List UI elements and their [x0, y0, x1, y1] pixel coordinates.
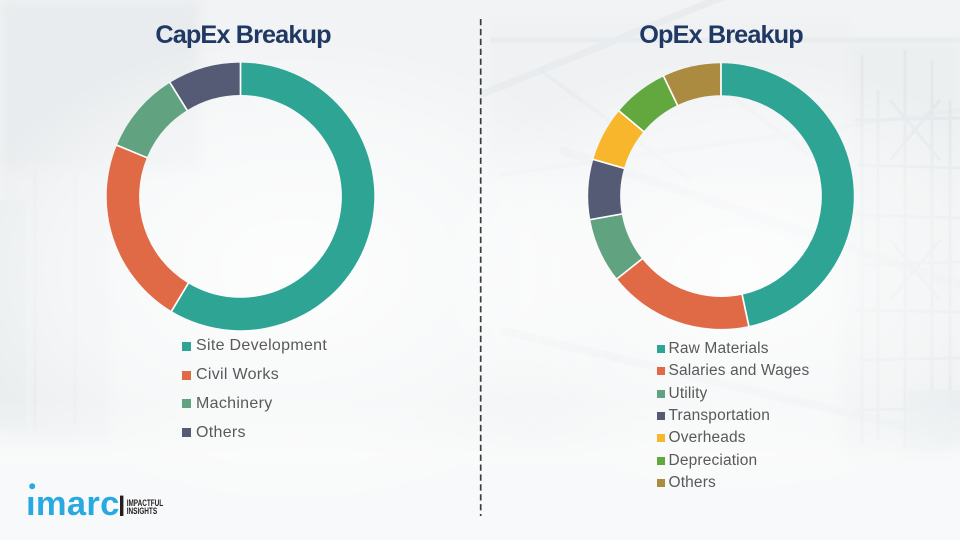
svg-text:IMPACTFUL: IMPACTFUL: [127, 498, 164, 508]
svg-text:INSIGHTS: INSIGHTS: [127, 506, 158, 516]
svg-text:ımarc: ımarc: [28, 485, 120, 523]
